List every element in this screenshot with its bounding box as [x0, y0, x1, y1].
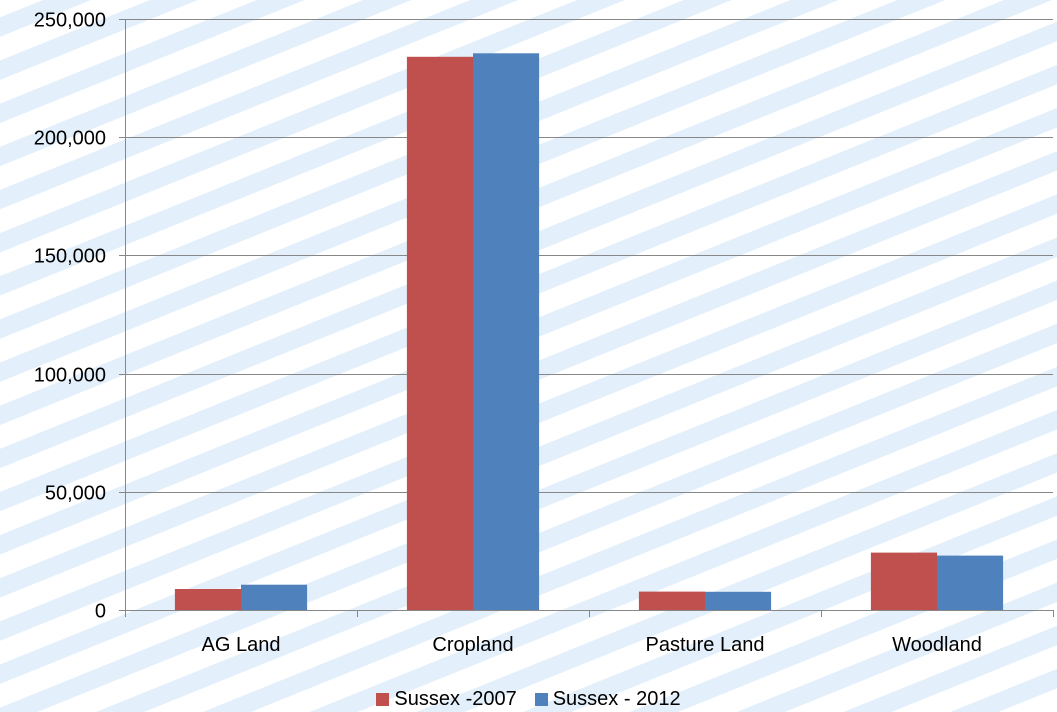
y-tick-label-4: 200,000	[34, 128, 106, 150]
y-tick-label-2: 100,000	[34, 365, 106, 387]
y-tick-label-0: 0	[95, 601, 106, 623]
legend-item-series-1: Sussex - 2012	[534, 687, 681, 711]
legend: Sussex -2007 Sussex - 2012	[0, 686, 1057, 712]
bar-sussex-2012-ag-land	[241, 584, 308, 610]
bar-sussex-2012-cropland	[473, 53, 540, 611]
x-tick-label-woodland: Woodland	[892, 634, 982, 656]
bar-sussex-2007-pasture-land	[638, 591, 705, 610]
bar-chart: 0 50,000 100,000 150,000 200,000 250,000 AG L…	[34, 10, 1054, 656]
gridlines	[125, 19, 1053, 493]
x-tick-label-pasture-land: Pasture Land	[646, 634, 765, 656]
legend-swatch-series-0	[376, 692, 390, 706]
legend-item-series-0: Sussex -2007	[376, 687, 517, 711]
bar-sussex-2007-cropland	[406, 56, 473, 611]
x-tick-label-cropland: Cropland	[432, 634, 513, 656]
bar-sussex-2007-ag-land	[174, 589, 241, 610]
axes	[125, 19, 1053, 611]
x-axis-ticks: AG Land Cropland Pasture Land Woodland	[125, 610, 1054, 656]
y-tick-label-5: 250,000	[34, 10, 106, 32]
bar-sussex-2012-pasture-land	[705, 591, 772, 610]
legend-label-series-0: Sussex -2007	[394, 687, 517, 710]
y-tick-label-3: 150,000	[34, 246, 106, 268]
y-tick-label-1: 50,000	[45, 483, 106, 505]
y-axis-ticks: 0 50,000 100,000 150,000 200,000 250,000	[34, 10, 125, 623]
x-tick-label-ag-land: AG Land	[202, 634, 281, 656]
bar-sussex-2012-woodland	[937, 555, 1004, 610]
legend-label-series-1: Sussex - 2012	[552, 687, 681, 710]
bars	[174, 53, 1004, 611]
legend-swatch-series-1	[534, 692, 548, 706]
bar-sussex-2007-woodland	[870, 552, 937, 610]
